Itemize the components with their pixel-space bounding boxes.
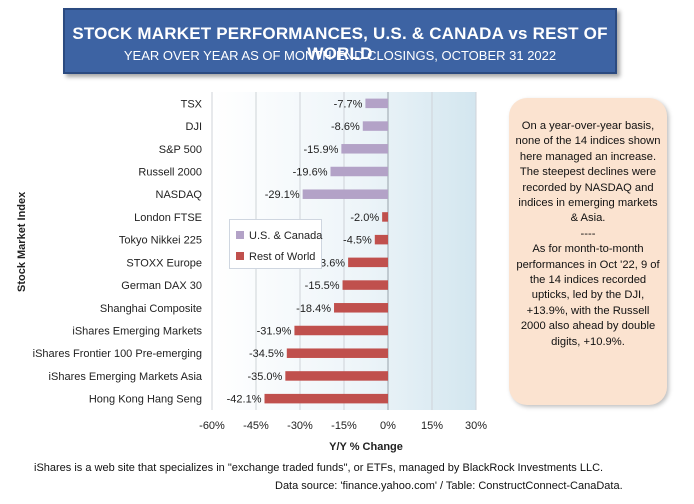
x-tick-label: -30% bbox=[287, 420, 313, 432]
x-tick-label: 30% bbox=[465, 420, 487, 432]
legend-swatch-rest-of-world bbox=[236, 252, 244, 260]
chart-title: STOCK MARKET PERFORMANCES, U.S. & CANADA… bbox=[72, 24, 608, 63]
category-label: iShares Emerging Markets bbox=[72, 326, 202, 338]
bar bbox=[286, 348, 388, 358]
data-source: Data source: 'finance.yahoo.com' / Table… bbox=[275, 480, 623, 492]
data-label: -7.7% bbox=[334, 98, 363, 110]
category-label: Russell 2000 bbox=[138, 167, 202, 179]
category-label: Shanghai Composite bbox=[100, 303, 202, 315]
x-tick-label: -15% bbox=[331, 420, 357, 432]
y-axis-title: Stock Market Index bbox=[16, 191, 28, 292]
data-label: -4.5% bbox=[343, 235, 372, 247]
chart-legend: U.S. & Canada Rest of World bbox=[229, 219, 322, 269]
data-label: -15.5% bbox=[305, 280, 340, 292]
bar bbox=[382, 212, 388, 222]
category-label: STOXX Europe bbox=[126, 257, 202, 269]
legend-swatch-us-canada bbox=[236, 231, 244, 239]
legend-item-us-canada: U.S. & Canada bbox=[236, 229, 322, 243]
x-tick-label: -60% bbox=[199, 420, 225, 432]
commentary-separator: ---- bbox=[580, 227, 596, 240]
bar bbox=[330, 166, 388, 177]
commentary-paragraph-1: On a year-over-year basis, none of the 1… bbox=[515, 120, 661, 225]
bar bbox=[334, 303, 388, 313]
category-label: German DAX 30 bbox=[121, 280, 202, 292]
legend-label-us-canada: U.S. & Canada bbox=[249, 230, 323, 242]
x-tick-label: 15% bbox=[421, 420, 443, 432]
category-label: NASDAQ bbox=[156, 189, 203, 201]
category-label: iShares Frontier 100 Pre-emerging bbox=[33, 348, 202, 360]
data-label: -2.0% bbox=[350, 212, 379, 224]
bar bbox=[374, 234, 388, 245]
data-label: -35.0% bbox=[247, 371, 282, 383]
legend-label-rest-of-world: Rest of World bbox=[249, 251, 316, 263]
category-label: Tokyo Nikkei 225 bbox=[119, 235, 202, 247]
footnote: iShares is a web site that specializes i… bbox=[34, 462, 604, 474]
bar bbox=[285, 371, 388, 381]
data-label: -29.1% bbox=[265, 189, 300, 201]
category-label: S&P 500 bbox=[159, 144, 202, 156]
commentary-box: On a year-over-year basis, none of the 1… bbox=[509, 98, 667, 405]
data-label: -34.5% bbox=[249, 348, 284, 360]
bar bbox=[365, 98, 388, 109]
data-label: -31.9% bbox=[257, 326, 292, 338]
category-label: DJI bbox=[186, 121, 203, 133]
chart-title-banner: STOCK MARKET PERFORMANCES, U.S. & CANADA… bbox=[63, 8, 617, 74]
category-label: Hong Kong Hang Seng bbox=[89, 394, 202, 406]
category-label: TSX bbox=[181, 98, 203, 110]
bar bbox=[362, 121, 388, 131]
labels: -60% -45% -30% -15% 0% 15% 30% TSX -7.7% DJI -8.6%… bbox=[33, 98, 488, 432]
bar bbox=[342, 280, 388, 290]
data-label: -18.4% bbox=[296, 303, 331, 315]
chart-subtitle: YEAR OVER YEAR AS OF MONTH-END CLOSINGS,… bbox=[123, 48, 557, 63]
bar bbox=[302, 189, 388, 199]
data-label: -8.6% bbox=[331, 121, 360, 133]
data-label: -19.6% bbox=[293, 167, 328, 179]
bar bbox=[264, 393, 388, 404]
data-label: -42.1% bbox=[227, 394, 262, 406]
commentary-paragraph-2: As for month-to-month performances in Oc… bbox=[516, 243, 660, 348]
x-tick-label: 0% bbox=[380, 420, 396, 432]
x-axis-title: Y/Y % Change bbox=[329, 441, 403, 453]
category-label: iShares Emerging Markets Asia bbox=[49, 371, 203, 383]
x-tick-label: -45% bbox=[243, 420, 269, 432]
bar bbox=[294, 325, 388, 336]
data-label: -15.9% bbox=[304, 144, 339, 156]
legend-item-rest-of-world: Rest of World bbox=[236, 250, 315, 264]
category-label: London FTSE bbox=[134, 212, 202, 224]
bar bbox=[341, 144, 388, 154]
bars bbox=[264, 98, 388, 404]
bar bbox=[348, 257, 388, 268]
